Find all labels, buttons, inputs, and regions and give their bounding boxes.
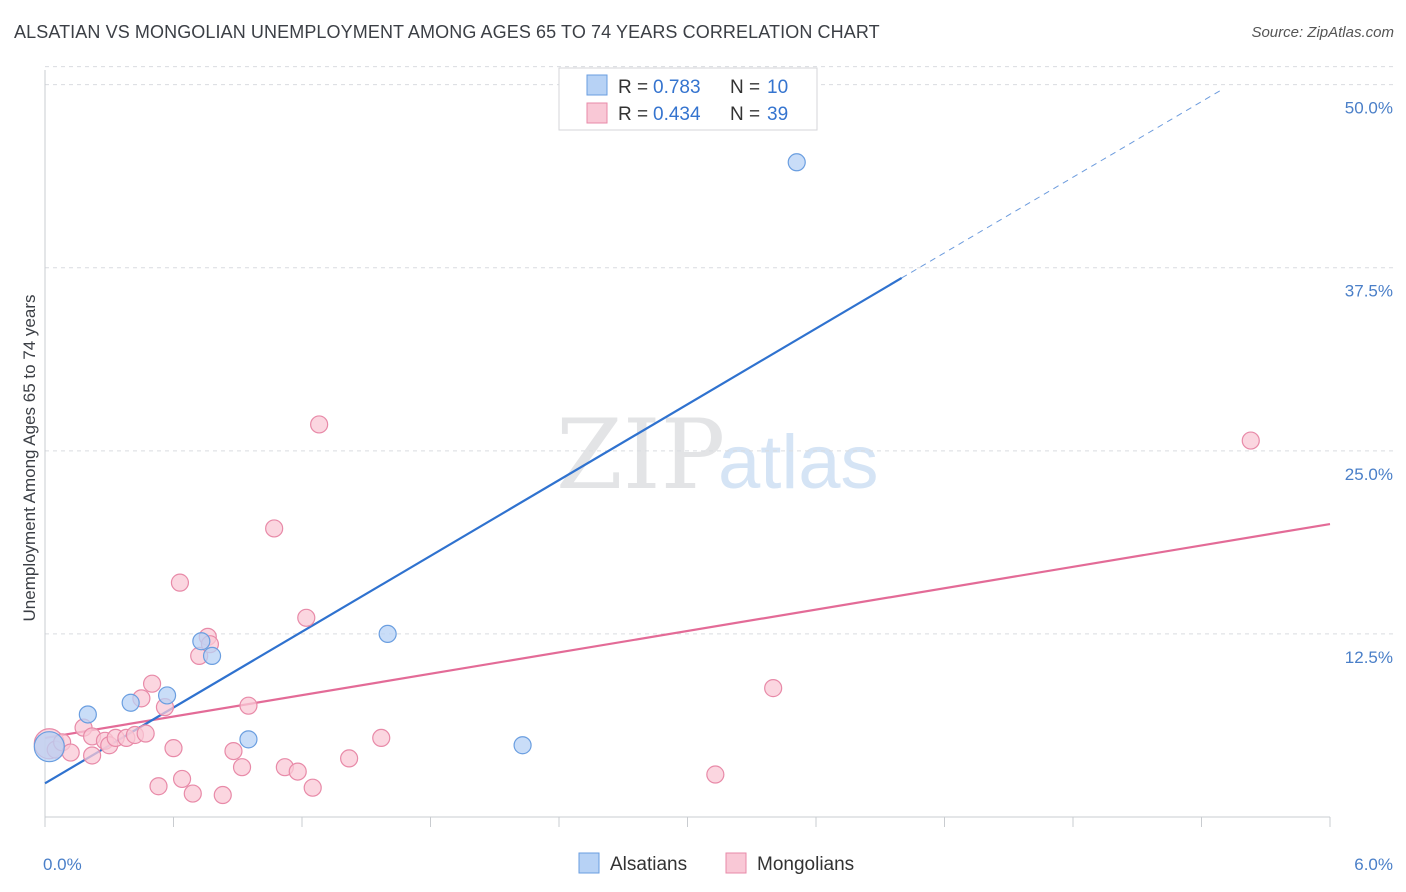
mongolian-point <box>164 739 183 758</box>
alsatian-point <box>378 624 397 644</box>
mongolian-point <box>142 674 162 693</box>
mongolian-point <box>372 728 391 748</box>
watermark-zip: ZIP <box>556 399 725 511</box>
mongolian-point <box>136 724 155 743</box>
mongolians-legend-label: Mongolians <box>757 854 854 875</box>
mongolian-point <box>288 762 307 781</box>
alsatian-point <box>787 153 806 172</box>
alsatian-legend-swatch <box>586 74 608 96</box>
mongolian-point <box>303 778 322 797</box>
watermark-atlas: atlas <box>718 420 879 505</box>
mongolian-n-value: 39 <box>767 104 788 125</box>
mongolian-point <box>239 696 258 715</box>
stats-legend: R = 0.783 N = 10 R = 0.434 N = 39 <box>558 67 818 131</box>
mongolian-point <box>265 519 284 538</box>
y-tick-label: 25.0% <box>1345 465 1393 484</box>
mongolians-legend-swatch <box>725 852 747 874</box>
y-axis-label: Unemployment Among Ages 65 to 74 years <box>20 295 39 622</box>
alsatians-legend-label: Alsatians <box>610 854 687 875</box>
alsatians-legend-swatch <box>578 852 600 874</box>
mongolian-point <box>213 785 232 805</box>
alsatian-trend-extension <box>901 88 1224 279</box>
alsatian-point <box>78 705 97 724</box>
alsatian-n-value: 10 <box>767 77 788 98</box>
mongolian-point <box>1241 431 1260 450</box>
mongolian-point <box>149 777 168 796</box>
x-tick-label-min: 0.0% <box>43 855 82 874</box>
mongolian-r-label: R = <box>618 104 648 125</box>
axes-layer <box>44 70 1331 827</box>
alsatian-trend-line <box>44 277 903 785</box>
alsatian-point <box>121 693 140 712</box>
alsatian-point <box>192 632 211 651</box>
alsatian-n-label: N = <box>730 77 760 98</box>
mongolian-r-value: 0.434 <box>653 104 701 125</box>
source-credit: Source: ZipAtlas.com <box>1251 24 1394 41</box>
mongolian-point <box>183 784 202 803</box>
mongolian-point <box>224 741 243 761</box>
x-tick-label-max: 6.0% <box>1354 855 1393 874</box>
chart-title: ALSATIAN VS MONGOLIAN UNEMPLOYMENT AMONG… <box>14 22 880 42</box>
mongolian-point <box>172 769 192 789</box>
mongolian-point <box>310 415 329 434</box>
alsatian-r-label: R = <box>618 77 648 98</box>
mongolian-point <box>170 573 190 592</box>
tick-label-layer: 12.5% 25.0% 37.5% 50.0% 0.0% 6.0% <box>43 99 1393 874</box>
mongolian-point <box>706 765 725 784</box>
y-tick-label: 50.0% <box>1345 99 1393 118</box>
mongolian-n-label: N = <box>730 104 760 125</box>
alsatian-point <box>513 736 532 755</box>
y-tick-label: 12.5% <box>1345 648 1393 667</box>
mongolian-legend-swatch <box>586 102 608 124</box>
alsatian-point <box>239 730 258 749</box>
mongolian-trend-line <box>44 522 1331 739</box>
trend-layer <box>44 88 1331 785</box>
alsatian-point <box>202 646 222 665</box>
mongolian-point <box>340 749 359 768</box>
alsatian-r-value: 0.783 <box>653 77 701 98</box>
mongolian-point <box>83 746 102 765</box>
points-layer <box>33 153 1260 805</box>
alsatian-point <box>157 686 177 705</box>
series-legend: Alsatians Mongolians <box>578 852 854 875</box>
mongolian-point <box>764 679 783 698</box>
alsatian-point <box>33 731 65 763</box>
mongolian-point <box>297 608 316 627</box>
mongolian-point <box>232 758 252 777</box>
y-tick-label: 37.5% <box>1345 282 1393 301</box>
grid-layer <box>45 66 1393 635</box>
